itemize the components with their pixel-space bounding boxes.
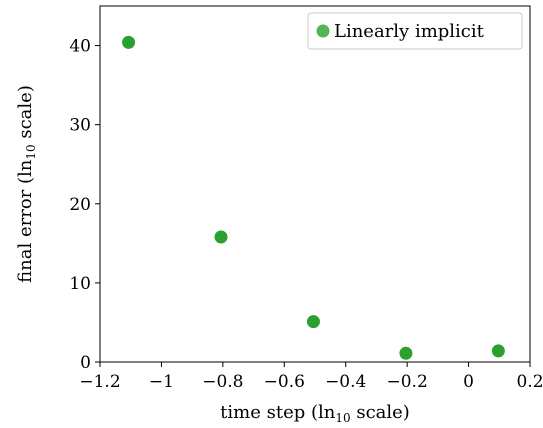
x-tick-label: −0.2 [387, 372, 428, 392]
legend-marker [316, 24, 330, 38]
x-tick-label: 0 [463, 372, 474, 392]
data-point [122, 35, 136, 49]
x-tick-label: −1 [149, 372, 174, 392]
x-tick-label: −0.4 [325, 372, 366, 392]
y-tick-label: 0 [80, 353, 91, 373]
legend: Linearly implicit [307, 12, 523, 50]
legend-entry: Linearly implicit [334, 21, 485, 42]
data-point [306, 315, 320, 329]
y-tick-label: 20 [69, 195, 91, 215]
x-tick-label: −1.2 [79, 372, 120, 392]
x-tick-label: 0.2 [516, 372, 543, 392]
y-axis: 0 10 20 30 40 [69, 37, 100, 373]
y-axis-label: final error (ln10 scale) [15, 85, 38, 283]
data-points [122, 35, 505, 360]
y-tick-label: 40 [69, 37, 91, 57]
y-tick-label: 30 [69, 116, 91, 136]
plot-frame [99, 5, 531, 363]
legend-box [307, 12, 523, 50]
data-point [214, 230, 228, 244]
x-tick-label: −0.8 [202, 372, 243, 392]
x-tick-label: −0.6 [264, 372, 305, 392]
x-axis: −1.2 −1 −0.8 −0.6 −0.4 −0.2 0 0.2 [79, 362, 543, 392]
x-axis-label: time step (ln10 scale) [220, 402, 410, 425]
data-point [491, 344, 505, 358]
y-tick-label: 10 [69, 274, 91, 294]
data-point [399, 346, 413, 360]
